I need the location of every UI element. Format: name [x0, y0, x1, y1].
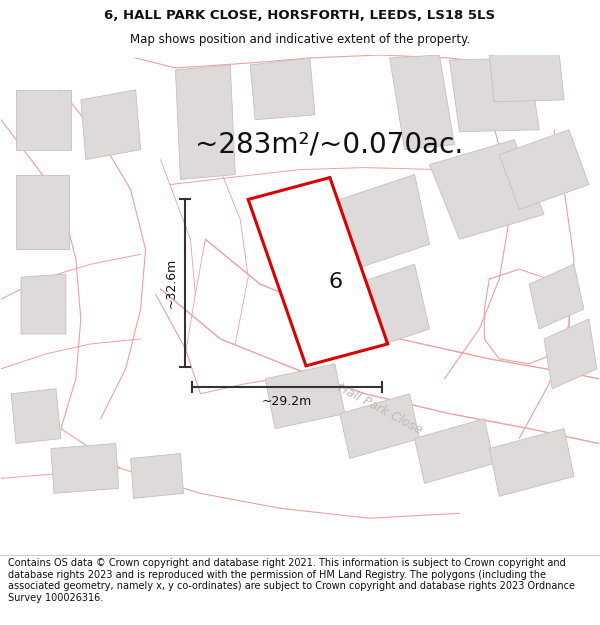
Polygon shape — [340, 394, 419, 459]
Polygon shape — [499, 130, 589, 209]
Polygon shape — [389, 55, 454, 149]
Polygon shape — [11, 389, 61, 444]
Text: ~32.6m: ~32.6m — [164, 258, 178, 308]
Polygon shape — [265, 364, 345, 429]
Polygon shape — [355, 264, 430, 349]
Polygon shape — [21, 274, 66, 334]
Text: Map shows position and indicative extent of the property.: Map shows position and indicative extent… — [130, 33, 470, 46]
Polygon shape — [415, 419, 494, 483]
Text: ~29.2m: ~29.2m — [262, 395, 312, 408]
Polygon shape — [248, 177, 388, 366]
Text: Contains OS data © Crown copyright and database right 2021. This information is : Contains OS data © Crown copyright and d… — [8, 558, 575, 603]
Polygon shape — [430, 139, 544, 239]
Polygon shape — [529, 264, 584, 329]
Polygon shape — [51, 444, 119, 493]
Polygon shape — [175, 65, 235, 179]
Polygon shape — [489, 52, 564, 102]
Polygon shape — [250, 58, 315, 120]
Text: 6: 6 — [329, 272, 343, 292]
Polygon shape — [544, 319, 597, 389]
Polygon shape — [449, 58, 539, 132]
Polygon shape — [489, 429, 574, 496]
Polygon shape — [16, 174, 69, 249]
Polygon shape — [340, 174, 430, 269]
Polygon shape — [16, 90, 71, 149]
Polygon shape — [81, 90, 140, 159]
Polygon shape — [131, 454, 184, 498]
Text: ~283m²/~0.070ac.: ~283m²/~0.070ac. — [196, 131, 464, 159]
Text: Hall Park Close: Hall Park Close — [335, 381, 424, 436]
Text: 6, HALL PARK CLOSE, HORSFORTH, LEEDS, LS18 5LS: 6, HALL PARK CLOSE, HORSFORTH, LEEDS, LS… — [104, 9, 496, 22]
